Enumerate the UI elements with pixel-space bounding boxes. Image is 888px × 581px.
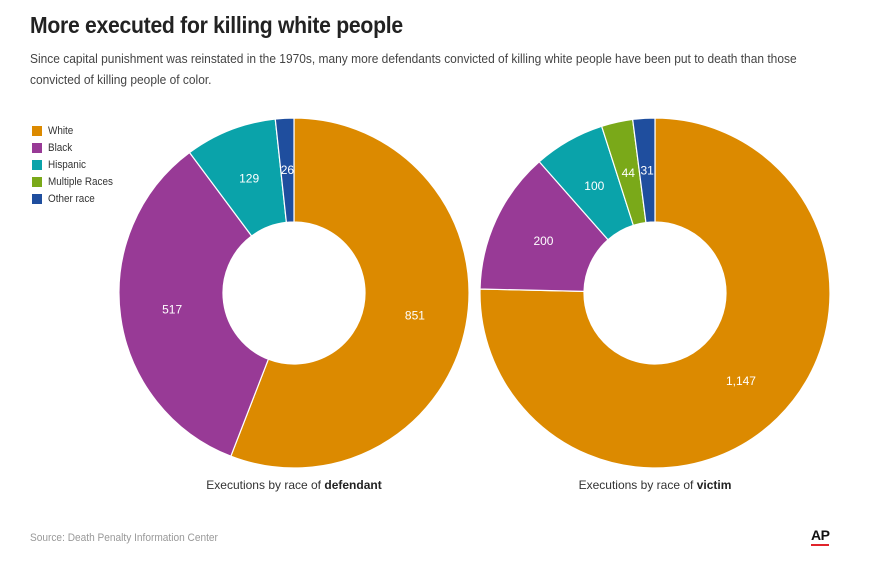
legend-item-other-race: Other race [32,190,120,207]
slice-victim-black [479,160,609,293]
legend: White Black Hispanic Multiple Races Othe… [32,122,120,207]
label-victim-multiple-races: 44 [622,166,636,180]
caption-victim: Executions by race of victim [505,478,805,492]
legend-item-white: White [32,122,120,139]
source-note: Source: Death Penalty Information Center [30,532,218,544]
label-victim-hispanic: 100 [584,179,604,193]
slice-defendant-white [230,117,470,469]
legend-item-multiple-races: Multiple Races [32,173,120,190]
slice-victim-other-race [631,117,656,224]
chart-title: More executed for killing white people [30,12,403,38]
legend-swatch-multiple-races [32,176,42,187]
caption-victim-bold: victim [696,478,732,492]
ap-logo: AP [811,527,830,546]
caption-defendant-bold: defendant [324,478,382,492]
legend-swatch-other-race [32,193,42,204]
label-defendant-black: 517 [162,303,182,317]
slice-defendant-black [118,151,270,457]
legend-label-other-race: Other race [48,192,95,205]
legend-item-black: Black [32,139,120,156]
legend-swatch-white [32,125,42,136]
label-defendant-hispanic: 129 [239,171,259,185]
slice-defendant-other-race [274,117,295,224]
label-victim-other-race: 31 [640,163,654,177]
label-defendant-white: 851 [405,309,425,323]
caption-victim-prefix: Executions by race of [578,478,694,492]
legend-swatch-black [32,142,42,153]
chart-subtitle: Since capital punishment was reinstated … [30,51,797,87]
donut-chart-defendant: 851 517 129 26 [118,117,470,469]
legend-label-multiple-races: Multiple Races [48,175,113,188]
caption-defendant: Executions by race of defendant [144,478,444,492]
legend-item-hispanic: Hispanic [32,156,120,173]
label-defendant-other-race: 26 [281,163,295,177]
label-victim-black: 200 [533,234,553,248]
donut-chart-victim: 1,147 200 100 44 31 [479,117,831,469]
legend-label-hispanic: Hispanic [48,158,86,171]
label-victim-white: 1,147 [726,374,756,388]
slice-victim-white [479,117,831,469]
caption-defendant-prefix: Executions by race of [206,478,322,492]
legend-label-black: Black [48,141,73,154]
legend-swatch-hispanic [32,159,42,170]
legend-label-white: White [48,124,74,137]
